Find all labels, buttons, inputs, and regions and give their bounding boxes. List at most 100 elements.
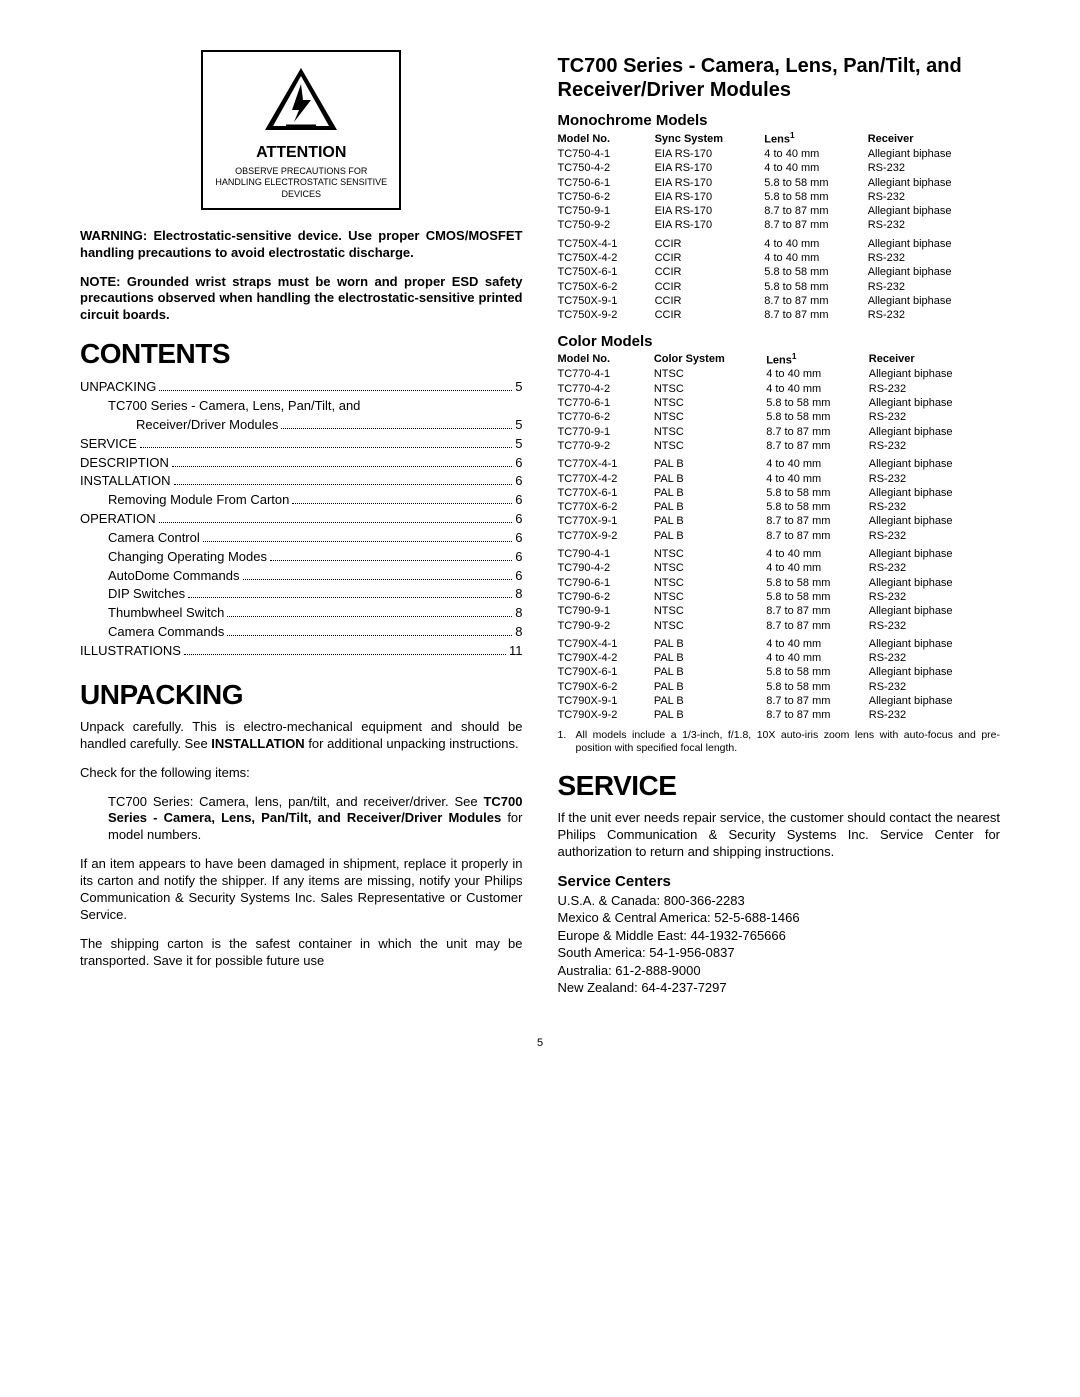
contents-heading: CONTENTS <box>80 338 523 370</box>
table-cell: TC750-6-1 <box>558 176 655 190</box>
service-center: New Zealand: 64-4-237-7297 <box>558 979 1001 997</box>
table-row: TC790X-9-1PAL B8.7 to 87 mmAllegiant bip… <box>558 694 1001 708</box>
toc-label: DIP Switches <box>108 585 185 604</box>
table-cell: 5.8 to 58 mm <box>766 576 869 590</box>
table-cell: RS-232 <box>868 308 1000 322</box>
unpacking-p1: Unpack carefully. This is electro-mechan… <box>80 719 523 753</box>
col-header: Color System <box>654 352 766 368</box>
table-row: TC750-9-1EIA RS-1708.7 to 87 mmAllegiant… <box>558 204 1001 218</box>
table-row: TC770-9-1NTSC8.7 to 87 mmAllegiant bipha… <box>558 425 1001 439</box>
table-cell: 8.7 to 87 mm <box>766 514 869 528</box>
table-cell: 8.7 to 87 mm <box>764 308 867 322</box>
table-cell: RS-232 <box>868 218 1000 232</box>
table-cell: TC750X-6-1 <box>558 265 655 279</box>
table-cell: Allegiant biphase <box>868 147 1000 161</box>
table-cell: EIA RS-170 <box>655 204 765 218</box>
table-cell: RS-232 <box>868 190 1000 204</box>
table-row: TC750X-4-2CCIR4 to 40 mmRS-232 <box>558 251 1001 265</box>
table-cell: NTSC <box>654 561 766 575</box>
unpacking-p2: Check for the following items: <box>80 765 523 782</box>
table-cell: TC790X-4-1 <box>558 633 654 651</box>
service-centers-list: U.S.A. & Canada: 800-366-2283Mexico & Ce… <box>558 892 1001 997</box>
toc-label: SERVICE <box>80 435 137 454</box>
toc-label: Thumbwheel Switch <box>108 604 224 623</box>
toc-page: 6 <box>515 567 522 586</box>
table-cell: 8.7 to 87 mm <box>766 529 869 543</box>
toc-row: ILLUSTRATIONS11 <box>80 642 523 661</box>
toc-row: Changing Operating Modes6 <box>80 548 523 567</box>
table-cell: 5.8 to 58 mm <box>764 265 867 279</box>
toc-page: 5 <box>515 416 522 435</box>
toc-page: 6 <box>515 454 522 473</box>
table-row: TC750-6-2EIA RS-1705.8 to 58 mmRS-232 <box>558 190 1001 204</box>
toc-label: TC700 Series - Camera, Lens, Pan/Tilt, a… <box>108 397 360 416</box>
table-cell: PAL B <box>654 633 766 651</box>
col-header: Receiver <box>869 352 1000 368</box>
table-cell: 5.8 to 58 mm <box>766 486 869 500</box>
table-row: TC770-6-1NTSC5.8 to 58 mmAllegiant bipha… <box>558 396 1001 410</box>
toc-dots <box>188 597 512 598</box>
table-cell: Allegiant biphase <box>869 367 1000 381</box>
toc-dots <box>243 579 513 580</box>
toc-dots <box>227 616 512 617</box>
table-cell: PAL B <box>654 680 766 694</box>
toc-label: AutoDome Commands <box>108 567 240 586</box>
toc-row: Thumbwheel Switch 8 <box>80 604 523 623</box>
toc-row: TC700 Series - Camera, Lens, Pan/Tilt, a… <box>80 397 523 416</box>
toc-dots <box>227 635 512 636</box>
left-column: ATTENTION OBSERVE PRECAUTIONS FOR HANDLI… <box>80 50 523 997</box>
table-cell: Allegiant biphase <box>869 576 1000 590</box>
table-cell: EIA RS-170 <box>655 176 765 190</box>
toc-dots <box>159 390 512 391</box>
table-cell: Allegiant biphase <box>869 633 1000 651</box>
table-cell: PAL B <box>654 500 766 514</box>
color-table: Model No.Color SystemLens1ReceiverTC770-… <box>558 352 1001 723</box>
col-header: Lens1 <box>764 131 867 147</box>
monochrome-table: Model No.Sync SystemLens1ReceiverTC750-4… <box>558 131 1001 323</box>
table-row: TC770X-4-1PAL B4 to 40 mmAllegiant bipha… <box>558 453 1001 471</box>
unpacking-p3: If an item appears to have been damaged … <box>80 856 523 924</box>
table-cell: TC750-4-1 <box>558 147 655 161</box>
toc-label: OPERATION <box>80 510 156 529</box>
table-cell: Allegiant biphase <box>868 294 1000 308</box>
toc-dots <box>281 428 512 429</box>
toc-label: Camera Commands <box>108 623 224 642</box>
note-paragraph: NOTE: Grounded wrist straps must be worn… <box>80 274 523 325</box>
table-cell: TC750X-4-2 <box>558 251 655 265</box>
col-header: Lens1 <box>766 352 869 368</box>
toc-label: ILLUSTRATIONS <box>80 642 181 661</box>
table-cell: 8.7 to 87 mm <box>766 694 869 708</box>
toc-page: 8 <box>515 604 522 623</box>
table-cell: TC750X-6-2 <box>558 280 655 294</box>
table-cell: Allegiant biphase <box>868 265 1000 279</box>
table-cell: PAL B <box>654 694 766 708</box>
table-cell: PAL B <box>654 514 766 528</box>
table-cell: Allegiant biphase <box>869 453 1000 471</box>
table-cell: Allegiant biphase <box>869 396 1000 410</box>
table-cell: 5.8 to 58 mm <box>766 500 869 514</box>
table-cell: 8.7 to 87 mm <box>766 708 869 722</box>
toc-row: DIP Switches 8 <box>80 585 523 604</box>
table-cell: TC790X-4-2 <box>558 651 654 665</box>
unpacking-item: TC700 Series: Camera, lens, pan/tilt, an… <box>80 794 523 845</box>
table-cell: NTSC <box>654 425 766 439</box>
table-cell: PAL B <box>654 529 766 543</box>
table-cell: RS-232 <box>869 439 1000 453</box>
toc-label: Receiver/Driver Modules <box>136 416 278 435</box>
table-cell: 4 to 40 mm <box>766 633 869 651</box>
table-cell: RS-232 <box>868 280 1000 294</box>
table-cell: RS-232 <box>869 651 1000 665</box>
table-cell: NTSC <box>654 604 766 618</box>
table-cell: NTSC <box>654 619 766 633</box>
table-cell: NTSC <box>654 396 766 410</box>
attention-title: ATTENTION <box>213 144 389 162</box>
table-cell: 4 to 40 mm <box>766 561 869 575</box>
toc-page: 8 <box>515 585 522 604</box>
table-cell: CCIR <box>655 251 765 265</box>
table-cell: 4 to 40 mm <box>764 161 867 175</box>
table-row: TC750-4-1EIA RS-1704 to 40 mmAllegiant b… <box>558 147 1001 161</box>
table-row: TC750-6-1EIA RS-1705.8 to 58 mmAllegiant… <box>558 176 1001 190</box>
table-cell: 5.8 to 58 mm <box>766 410 869 424</box>
table-cell: TC770-9-1 <box>558 425 654 439</box>
table-cell: NTSC <box>654 439 766 453</box>
